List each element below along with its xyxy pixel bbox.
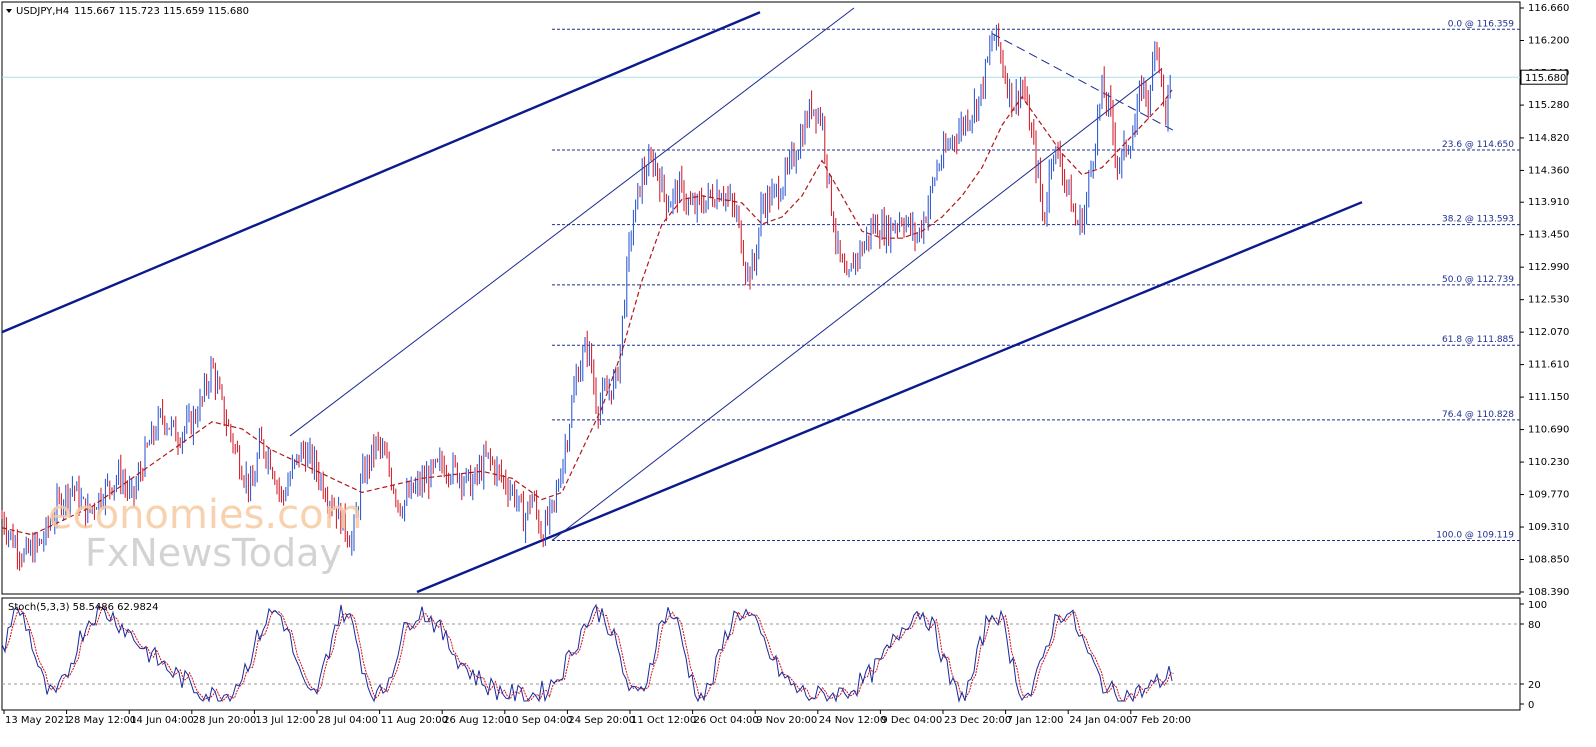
x-tick-label: 24 Jan 04:00: [1069, 715, 1132, 726]
x-tick-label: 14 Jun 04:00: [130, 715, 194, 726]
stoch-y-tick-label: 80: [1528, 620, 1541, 631]
y-tick-label: 109.310: [1528, 522, 1569, 533]
y-tick-label: 111.610: [1528, 360, 1569, 371]
y-tick-label: 116.660: [1528, 3, 1569, 14]
stoch-main-line: [1, 603, 1173, 703]
fibonacci-levels: 0.0 @ 116.359 23.6 @ 114.650 38.2 @ 113.59…: [552, 19, 1520, 542]
trendline-thick: [1, 11, 761, 334]
trendlines: [1, 7, 1363, 594]
symbol-label: USDJPY,H4: [16, 6, 69, 17]
y-tick-label: 108.390: [1528, 587, 1569, 598]
x-tick-label: 24 Sep 20:00: [568, 715, 635, 726]
x-tick-label: 28 Jun 20:00: [193, 715, 257, 726]
y-tick-label: 112.530: [1528, 295, 1569, 306]
y-tick-label: 116.200: [1528, 35, 1569, 46]
price-axis: 116.660116.200115.740115.280114.820114.3…: [1520, 3, 1569, 711]
trendline-thin: [289, 7, 855, 437]
x-tick-label: 7 Jan 12:00: [1007, 715, 1064, 726]
x-tick-label: 28 Jul 04:00: [318, 715, 378, 726]
fib-label: 38.2 @ 113.593: [1442, 215, 1514, 225]
current-price-label: 115.680: [1525, 73, 1566, 84]
x-tick-label: 13 Jul 12:00: [255, 715, 315, 726]
fib-label: 0.0 @ 116.359: [1448, 19, 1515, 29]
moving-average: [1, 89, 1173, 536]
stoch-panel-frame: [1, 597, 1521, 711]
x-tick-label: 11 Oct 12:00: [631, 715, 696, 726]
x-tick-label: 23 Dec 20:00: [944, 715, 1011, 726]
x-tick-label: 13 May 2021: [5, 715, 70, 726]
y-tick-label: 112.990: [1528, 262, 1569, 273]
y-tick-label: 112.070: [1528, 327, 1569, 338]
x-tick-label: 11 Aug 20:00: [381, 715, 448, 726]
trendline-dashed: [991, 32, 1178, 133]
fib-label: 100.0 @ 109.119: [1436, 531, 1514, 541]
y-tick-label: 115.280: [1528, 100, 1569, 111]
x-tick-label: 10 Sep 04:00: [506, 715, 573, 726]
stochastic-oscillator: [1, 603, 1520, 703]
x-tick-label: 24 Nov 12:00: [819, 715, 886, 726]
current-price-tag: [1520, 69, 1568, 85]
trendline-thick: [416, 201, 1363, 594]
y-tick-label: 108.850: [1528, 555, 1569, 566]
fib-label: 61.8 @ 111.885: [1442, 335, 1514, 345]
y-tick-label: 109.770: [1528, 490, 1569, 501]
price-series: [1, 23, 1171, 571]
ohlc-readout: 115.667 115.723 115.659 115.680: [74, 6, 249, 17]
fib-label: 76.4 @ 110.828: [1442, 410, 1514, 420]
x-tick-label: 9 Dec 04:00: [881, 715, 942, 726]
stoch-y-tick-label: 100: [1528, 600, 1547, 611]
y-tick-label: 114.360: [1528, 165, 1569, 176]
x-tick-label: 28 May 12:00: [68, 715, 137, 726]
watermark-economies: economies.com: [48, 492, 363, 538]
symbol-menu-arrow-icon[interactable]: [6, 9, 12, 13]
fib-label: 50.0 @ 112.739: [1442, 275, 1514, 285]
y-tick-label: 110.230: [1528, 457, 1569, 468]
y-tick-label: 113.450: [1528, 230, 1569, 241]
stoch-y-tick-label: 0: [1528, 700, 1534, 711]
stoch-signal-line: [3, 605, 1174, 702]
main-panel-frame: [1, 1, 1521, 595]
watermark-fxnewstoday: FxNewsToday: [85, 531, 342, 575]
trendline-thin: [551, 68, 1163, 541]
x-tick-label: 26 Aug 12:00: [443, 715, 510, 726]
ma-line: [1, 89, 1173, 536]
x-tick-label: 9 Nov 20:00: [756, 715, 817, 726]
x-tick-label: 7 Feb 20:00: [1132, 715, 1191, 726]
stoch-title: Stoch(5,3,3) 58.5486 62.9824: [8, 602, 159, 613]
stoch-y-tick-label: 20: [1528, 680, 1541, 691]
fib-label: 23.6 @ 114.650: [1442, 140, 1514, 150]
y-tick-label: 110.690: [1528, 425, 1569, 436]
y-tick-label: 114.820: [1528, 133, 1569, 144]
y-tick-label: 111.150: [1528, 392, 1569, 403]
x-tick-label: 26 Oct 04:00: [694, 715, 759, 726]
y-tick-label: 113.910: [1528, 197, 1569, 208]
